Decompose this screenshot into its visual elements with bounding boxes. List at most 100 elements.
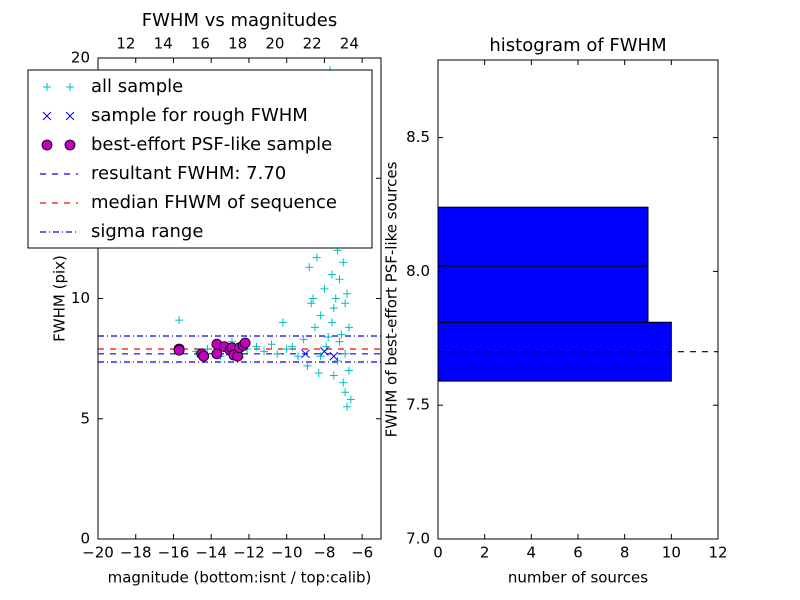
marker [307,299,316,308]
marker [198,350,210,362]
x2-tick-label: 20 [265,35,284,53]
x2-tick-label: 24 [340,35,359,53]
marker [339,378,348,387]
y-tick-label: 0 [80,530,90,548]
x-tick-label: 2 [480,544,490,562]
marker [239,337,251,349]
marker [41,139,53,151]
x-tick-label: 0 [433,544,443,562]
chart-title: FWHM vs magnitudes [142,10,337,31]
marker [343,289,352,298]
marker [346,395,355,404]
legend-label: all sample [91,76,183,97]
marker [337,330,346,339]
y-tick-label: 8.5 [406,128,430,146]
x2-tick-label: 12 [116,35,135,53]
x-tick-label: 6 [573,544,583,562]
x-tick-label: 4 [527,544,537,562]
marker [65,111,75,121]
x-tick-label: −6 [351,544,373,562]
legend-label: best-effort PSF-like sample [91,134,332,155]
y-tick-label: 5 [80,409,90,427]
legend-label: sample for rough FWHM [91,105,308,126]
marker [341,388,350,397]
marker [314,369,323,378]
x-tick-label: −16 [158,544,190,562]
y-tick-label: 20 [71,49,90,67]
marker [303,361,312,370]
marker [66,83,74,91]
marker [329,371,338,380]
marker [273,349,282,358]
y-axis-label: FWHM of best-effort PSF-like sources [383,161,401,437]
marker [260,347,269,356]
x-tick-label: −12 [233,544,265,562]
marker [42,111,52,121]
x-axis-label: number of sources [508,569,648,587]
marker [335,275,344,284]
marker [316,352,325,361]
marker [327,270,336,279]
y-tick-label: 10 [71,289,90,307]
marker [310,323,319,332]
histogram-bar [437,321,672,382]
histogram-bar [437,206,649,267]
x-tick-label: −20 [82,544,114,562]
y-tick-label: 7.0 [406,530,430,548]
legend: all sample sample for rough FWHM best-effo… [27,69,373,249]
marker [327,318,336,327]
marker [339,258,348,267]
x-tick-label: 12 [708,544,727,562]
marker [173,344,185,356]
histogram-bar [437,265,649,323]
marker [312,253,321,262]
x2-tick-label: 22 [303,35,322,53]
legend-box [27,69,373,249]
y-tick-label: 7.5 [406,396,430,414]
marker [329,351,339,361]
marker [175,316,184,325]
x-tick-label: −10 [271,544,303,562]
x-tick-label: −14 [195,544,227,562]
x-axis-label: magnitude (bottom:isnt / top:calib) [108,569,372,587]
marker [341,299,350,308]
marker [343,402,352,411]
marker [316,311,325,320]
marker [252,342,261,351]
legend-label: sigma range [91,221,203,242]
x2-tick-label: 18 [228,35,247,53]
marker [335,337,344,346]
marker [43,83,51,91]
legend-label: resultant FWHM: 7.70 [91,163,286,184]
marker [211,348,223,360]
x-tick-label: 10 [662,544,681,562]
x2-tick-label: 16 [191,35,210,53]
marker [299,335,308,344]
marker [282,345,291,354]
marker [309,294,318,303]
marker [203,345,212,354]
x2-tick-label: 14 [154,35,173,53]
marker [293,352,302,361]
marker [324,332,333,341]
marker [320,284,329,293]
x-tick-label: −18 [120,544,152,562]
marker [64,139,76,151]
marker [305,263,314,272]
y-axis-label: FWHM (pix) [51,255,69,342]
x-tick-label: 8 [620,544,630,562]
marker [288,342,297,351]
marker [329,304,338,313]
marker [267,340,276,349]
marker [344,366,353,375]
legend-label: median FHWM of sequence [91,192,337,213]
marker [331,294,340,303]
marker [341,349,350,358]
marker [301,349,310,359]
marker [278,318,287,327]
marker [320,347,329,356]
marker [344,323,353,332]
y-tick-label: 8.0 [406,262,430,280]
chart-title: histogram of FWHM [489,35,666,56]
